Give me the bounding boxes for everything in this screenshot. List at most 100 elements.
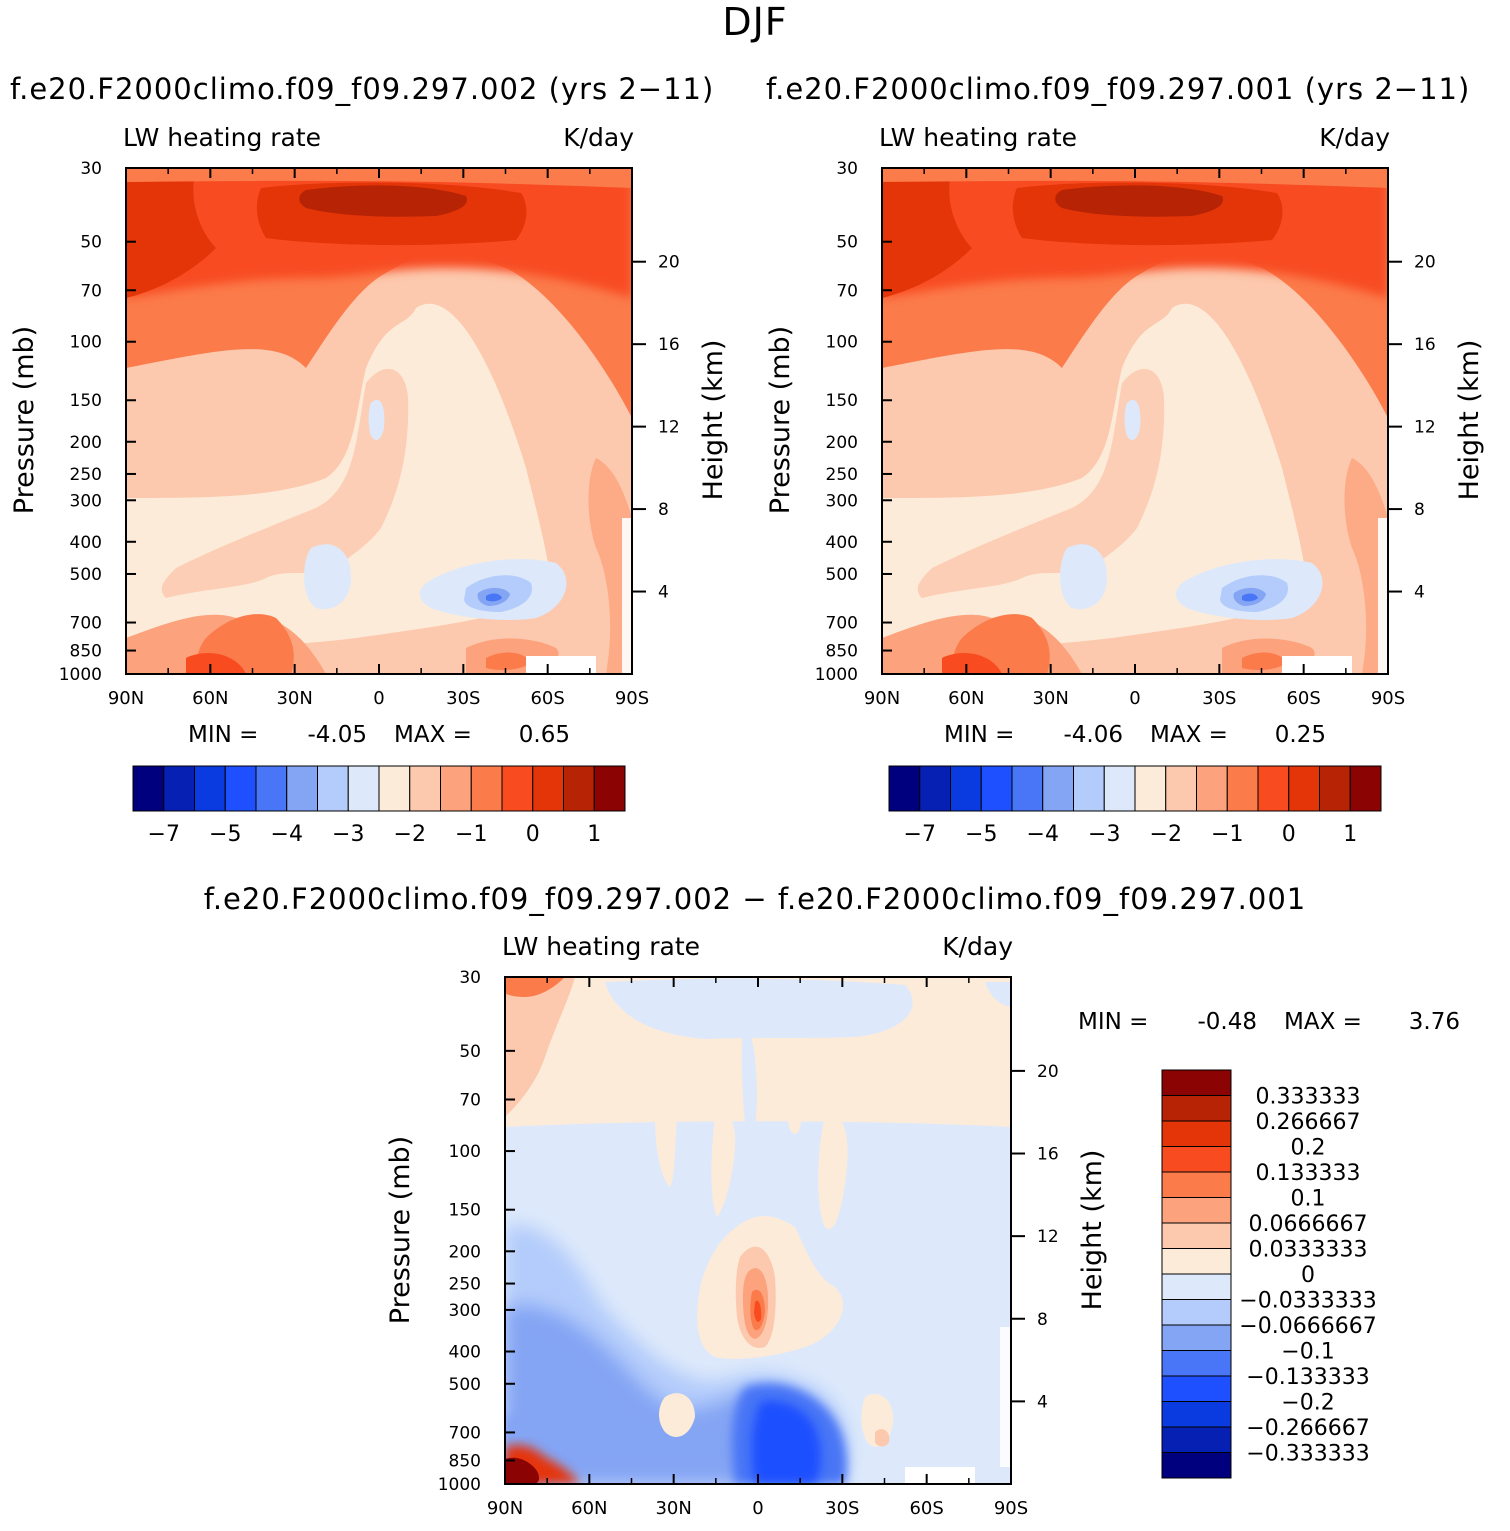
y-tick-label: 50 [836,233,858,253]
colorbar-label: −0.266667 [1246,1416,1369,1441]
panel-2-min-value: -4.06 [1063,722,1123,748]
page-title: DJF [722,0,788,44]
x-tick-label: 60S [909,1498,943,1519]
colorbar-label: 1 [587,822,601,847]
y-tick-label: 150 [449,1201,481,1221]
panel-1-x-ticks: 90N 60N 30N 0 30S 60S 90S [108,168,649,709]
x-tick-label: 90S [994,1498,1028,1519]
panel-2-left-label: LW heating rate [879,123,1077,152]
panel-1-max-label: MAX = [394,722,472,748]
colorbar-label: −0.133333 [1246,1365,1369,1390]
y-right-tick-label: 8 [1037,1310,1048,1330]
colorbar-label: 0.333333 [1256,1085,1361,1110]
panel-3-ylabel-right: Height (km) [1077,1150,1108,1311]
colorbar-label: 1 [1343,822,1357,847]
x-tick-label: 0 [752,1498,763,1519]
y-tick-label: 100 [449,1142,481,1162]
y-tick-label: 700 [449,1423,481,1443]
colorbar-label: 0.266667 [1256,1110,1361,1135]
panel-1-colorbar: −7 −5 −4 −3 −2 −1 0 1 [132,765,626,847]
y-tick-label: 70 [80,281,102,301]
colorbar-box [255,765,288,812]
colorbar-box [1103,765,1136,812]
y-tick-label: 200 [449,1242,481,1262]
panel-3-left-label: LW heating rate [502,932,700,961]
colorbar-box [1349,765,1382,812]
x-tick-label: 90N [108,688,144,709]
colorbar-box [919,765,951,812]
x-tick-label: 30S [1202,688,1236,709]
x-tick-label: 30N [276,688,312,709]
colorbar-box [980,765,1013,812]
y-tick-label: 1000 [815,665,858,685]
colorbar-label: −4 [271,822,303,847]
colorbar-box [440,765,472,812]
colorbar-box [1161,1171,1232,1198]
y-tick-label: 500 [826,565,858,585]
y-right-tick-label: 8 [1414,500,1425,520]
x-tick-label: 90N [487,1498,523,1519]
colorbar-box [163,765,195,812]
y-tick-label: 1000 [59,665,102,685]
y-tick-label: 700 [70,614,102,634]
panel-3-x-ticks: 90N 60N 30N 0 30S 60S 90S [487,977,1028,1519]
y-tick-label: 250 [826,465,858,485]
y-tick-label: 300 [70,491,102,511]
panel-1-min-value: -4.05 [307,722,367,748]
y-tick-label: 400 [70,533,102,553]
y-right-tick-label: 16 [658,335,680,355]
y-tick-label: 70 [459,1091,481,1111]
colorbar-box [1257,765,1290,812]
colorbar-box [1161,1222,1232,1249]
panel-1-title: f.e20.F2000climo.f09_f09.297.002 (yrs 2−… [10,72,715,106]
y-tick-label: 200 [70,433,102,453]
colorbar-box [470,765,503,812]
colorbar-label: −1 [455,822,487,847]
y-tick-label: 150 [826,391,858,411]
panel-1-ylabel: Pressure (mb) [9,326,40,514]
panel-3: LW heating rate K/day Pressure (mb) Heig… [385,932,1460,1519]
panel-2-x-ticks: 90N 60N 30N 0 30S 60S 90S [864,168,1405,709]
panel-3-y-ticks: 30 50 70 100 150 200 250 300 400 500 700 850 1000 [438,968,515,1495]
colorbar-label: −5 [965,822,997,847]
colorbar-box [1161,1248,1232,1275]
colorbar-box [286,765,318,812]
colorbar-box [132,765,165,812]
y-tick-label: 70 [836,281,858,301]
panel-2-y-ticks-right: 20 16 12 8 4 [1388,253,1436,603]
colorbar-label: −3 [1088,822,1120,847]
colorbar-label: 0.0666667 [1249,1212,1368,1237]
x-tick-label: 90N [864,688,900,709]
y-right-tick-label: 4 [1414,583,1425,603]
colorbar-box [1161,1452,1232,1479]
panel-2-colorbar: −7 −5 −4 −3 −2 −1 0 1 [888,765,1382,847]
x-tick-label: 30S [446,688,480,709]
y-right-tick-label: 20 [1037,1062,1059,1082]
y-tick-label: 1000 [438,1475,481,1495]
y-tick-label: 850 [449,1452,481,1472]
colorbar-label: −7 [148,822,180,847]
colorbar-box [1161,1197,1232,1224]
y-right-tick-label: 20 [658,253,680,273]
colorbar-label: −7 [904,822,936,847]
colorbar-box [888,765,921,812]
y-tick-label: 100 [70,333,102,353]
y-tick-label: 30 [80,159,102,179]
y-tick-label: 400 [826,533,858,553]
y-tick-label: 850 [70,642,102,662]
colorbar-box [1161,1069,1232,1096]
colorbar-box [1161,1120,1232,1147]
panel-3-max-value: 3.76 [1409,1009,1460,1035]
colorbar-box [1161,1426,1232,1453]
y-right-tick-label: 20 [1414,253,1436,273]
colorbar-label: −0.333333 [1246,1442,1369,1467]
colorbar-box [1161,1273,1232,1300]
y-tick-label: 30 [459,968,481,988]
colorbar-box [593,765,626,812]
colorbar-label: −0.2 [1281,1391,1334,1416]
panel-3-right-label: K/day [942,932,1013,961]
colorbar-box [1196,765,1228,812]
panel-2: LW heating rate K/day Pressure (mb) Heig… [765,123,1485,847]
y-right-tick-label: 4 [1037,1392,1048,1412]
x-tick-label: 30S [825,1498,859,1519]
